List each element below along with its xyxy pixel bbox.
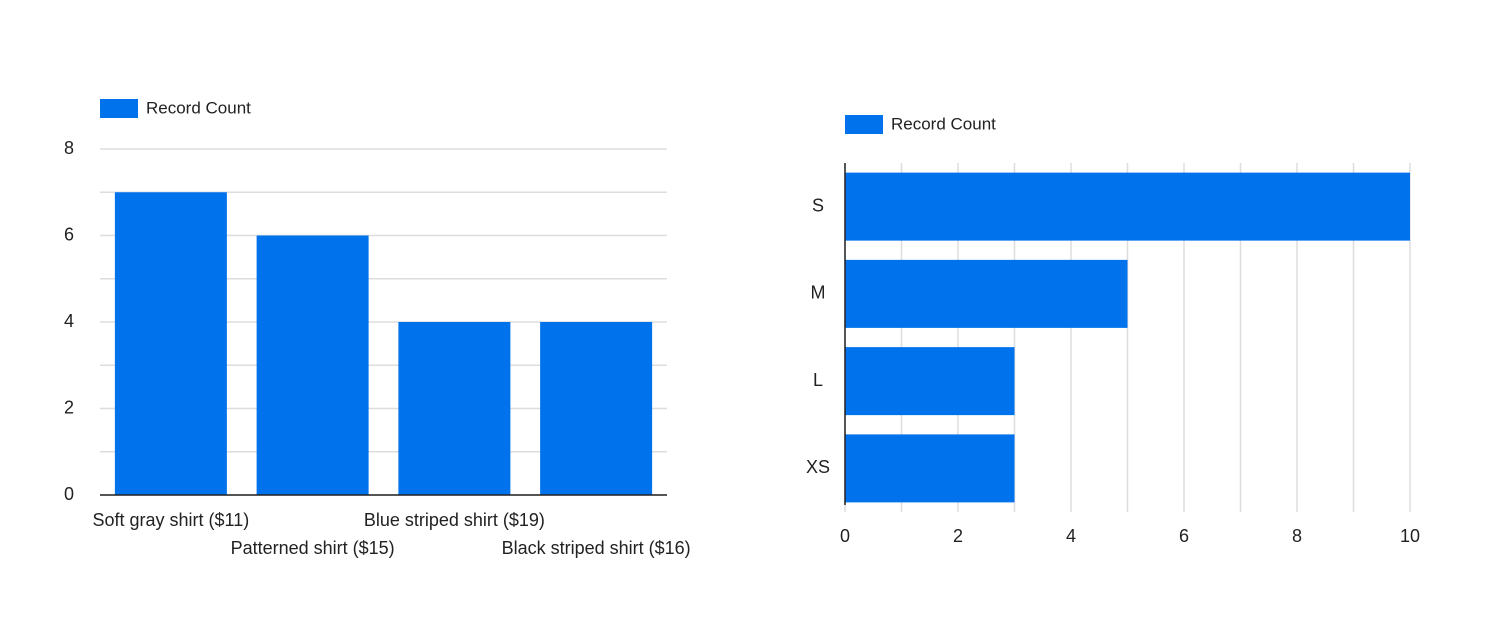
x-tick-label: Black striped shirt ($16) bbox=[502, 538, 691, 558]
x-tick-label: 4 bbox=[1066, 526, 1076, 546]
y-tick-label: 8 bbox=[64, 138, 74, 158]
bar bbox=[845, 259, 1128, 328]
y-tick-label: 0 bbox=[64, 484, 74, 504]
y-tick-label: L bbox=[813, 370, 823, 390]
bar bbox=[256, 235, 369, 495]
bar bbox=[845, 172, 1410, 241]
x-tick-label: 0 bbox=[840, 526, 850, 546]
y-tick-label: M bbox=[811, 283, 826, 303]
y-tick-label: 4 bbox=[64, 311, 74, 331]
bar bbox=[845, 347, 1015, 416]
legend-label: Record Count bbox=[146, 98, 251, 117]
legend-swatch bbox=[845, 115, 883, 134]
y-tick-label: 6 bbox=[64, 224, 74, 244]
y-tick-label: S bbox=[812, 195, 824, 215]
bar bbox=[398, 322, 511, 495]
x-tick-label: Blue striped shirt ($19) bbox=[364, 510, 545, 530]
x-tick-label: 10 bbox=[1400, 526, 1420, 546]
legend-label: Record Count bbox=[891, 114, 996, 133]
legend-swatch bbox=[100, 99, 138, 118]
x-tick-label: Soft gray shirt ($11) bbox=[93, 510, 250, 530]
bar bbox=[540, 322, 653, 495]
x-tick-label: 8 bbox=[1292, 526, 1302, 546]
bar bbox=[114, 192, 227, 495]
x-tick-label: 2 bbox=[953, 526, 963, 546]
x-tick-label: 6 bbox=[1179, 526, 1189, 546]
y-tick-label: XS bbox=[806, 457, 830, 477]
y-tick-label: 2 bbox=[64, 397, 74, 417]
x-tick-label: Patterned shirt ($15) bbox=[231, 538, 395, 558]
bar bbox=[845, 434, 1015, 503]
